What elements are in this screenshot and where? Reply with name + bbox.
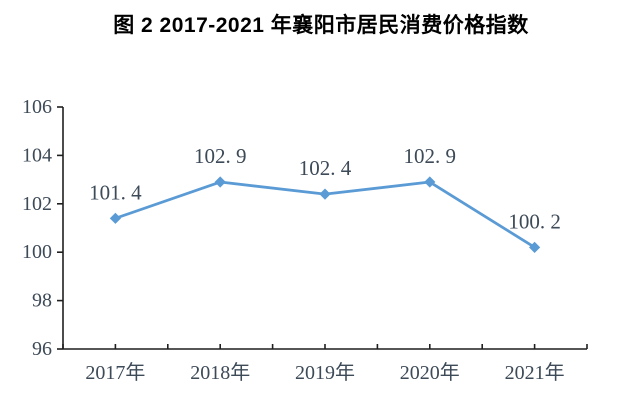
- x-tick-label-2018: 2018年: [190, 361, 250, 384]
- chart-title: 图 2 2017-2021 年襄阳市居民消费价格指数: [113, 14, 529, 37]
- y-tick-label: 96: [32, 338, 52, 360]
- data-point-marker-2020年: [424, 176, 436, 188]
- data-point-marker-2018年: [214, 176, 226, 188]
- x-tick-label-2017: 2017年: [85, 361, 145, 384]
- data-point-marker-2021年: [529, 241, 541, 253]
- x-tick-label-2021: 2021年: [505, 361, 565, 384]
- y-tick-label: 98: [32, 290, 52, 312]
- x-tick-label-2019: 2019年: [295, 361, 355, 384]
- y-tick-label: 104: [22, 144, 52, 166]
- y-tick-label: 100: [22, 241, 52, 263]
- data-label-2021年: 100. 2: [508, 209, 561, 233]
- y-tick-label: 102: [22, 193, 52, 215]
- data-label-2019年: 102. 4: [299, 156, 352, 180]
- data-point-marker-2019年: [319, 188, 331, 200]
- x-tick-label-2020: 2020年: [400, 361, 460, 384]
- data-label-2017年: 101. 4: [89, 180, 142, 204]
- data-label-2018年: 102. 9: [194, 144, 247, 168]
- y-tick-label: 106: [22, 96, 52, 118]
- data-label-2020年: 102. 9: [404, 144, 457, 168]
- data-point-marker-2017年: [109, 212, 121, 224]
